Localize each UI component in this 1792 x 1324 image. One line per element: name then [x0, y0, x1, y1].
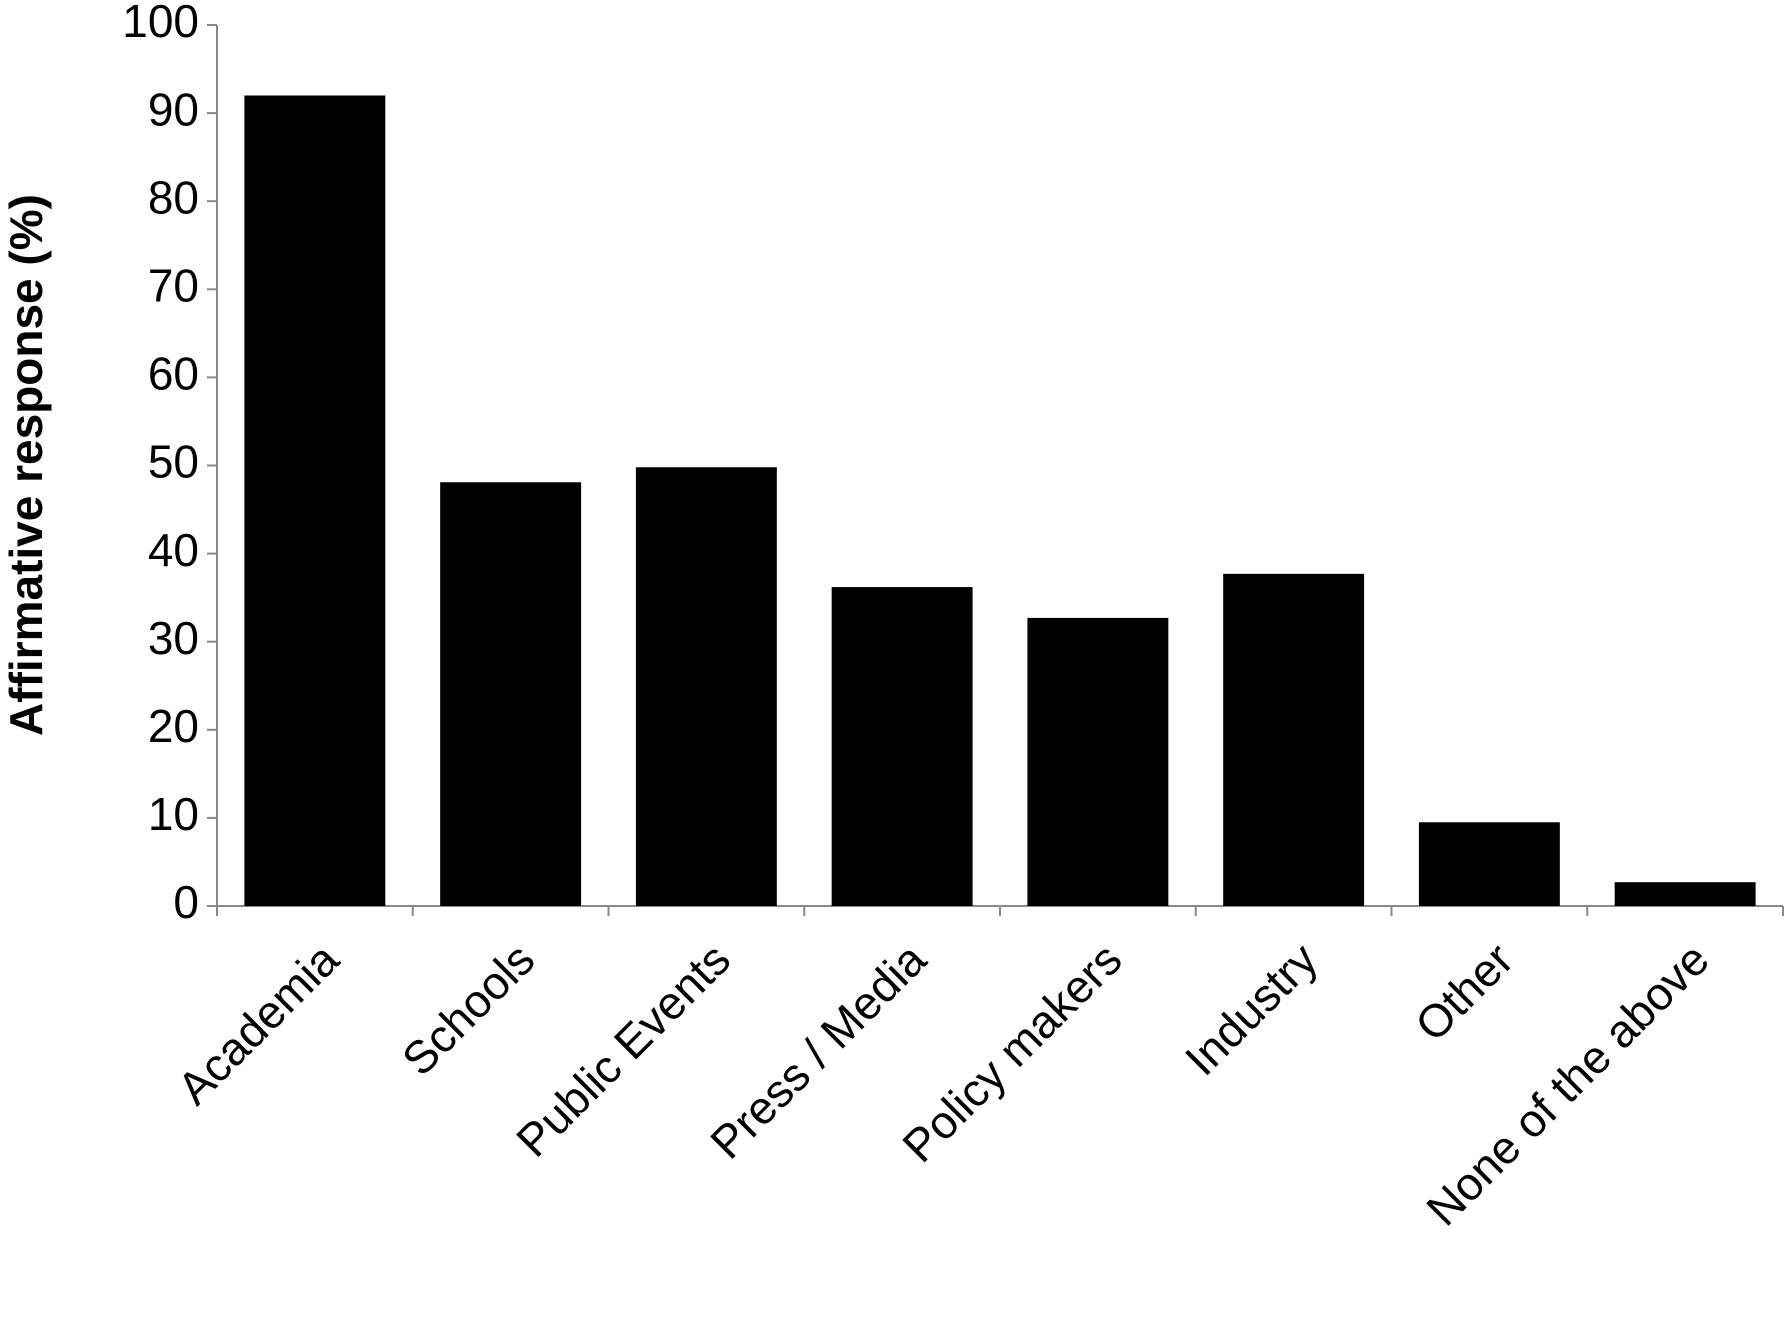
y-axis-label: Affirmative response (%)	[0, 194, 52, 736]
y-tick-label: 60	[148, 348, 199, 400]
bar	[440, 482, 582, 906]
bar	[831, 587, 973, 906]
x-tick-label: Schools	[392, 933, 544, 1085]
bar	[244, 95, 386, 907]
y-tick-label: 70	[148, 259, 199, 311]
bar	[1027, 617, 1169, 906]
y-tick-label: 0	[173, 876, 199, 928]
y-tick-label: 20	[148, 700, 199, 752]
y-tick-label: 40	[148, 524, 199, 576]
y-tick-label: 80	[148, 171, 199, 223]
bar	[1614, 882, 1756, 906]
bar	[635, 467, 777, 906]
x-tick-label: Other	[1405, 933, 1523, 1051]
bar	[1223, 573, 1365, 906]
y-tick-label: 90	[148, 83, 199, 135]
x-tick-label: Industry	[1175, 933, 1327, 1085]
y-tick-label: 50	[148, 436, 199, 488]
y-tick-label: 100	[122, 0, 199, 47]
y-tick-label: 10	[148, 788, 199, 840]
y-tick-label: 30	[148, 612, 199, 664]
bar	[1418, 822, 1560, 906]
x-tick-label: Academia	[167, 933, 349, 1115]
